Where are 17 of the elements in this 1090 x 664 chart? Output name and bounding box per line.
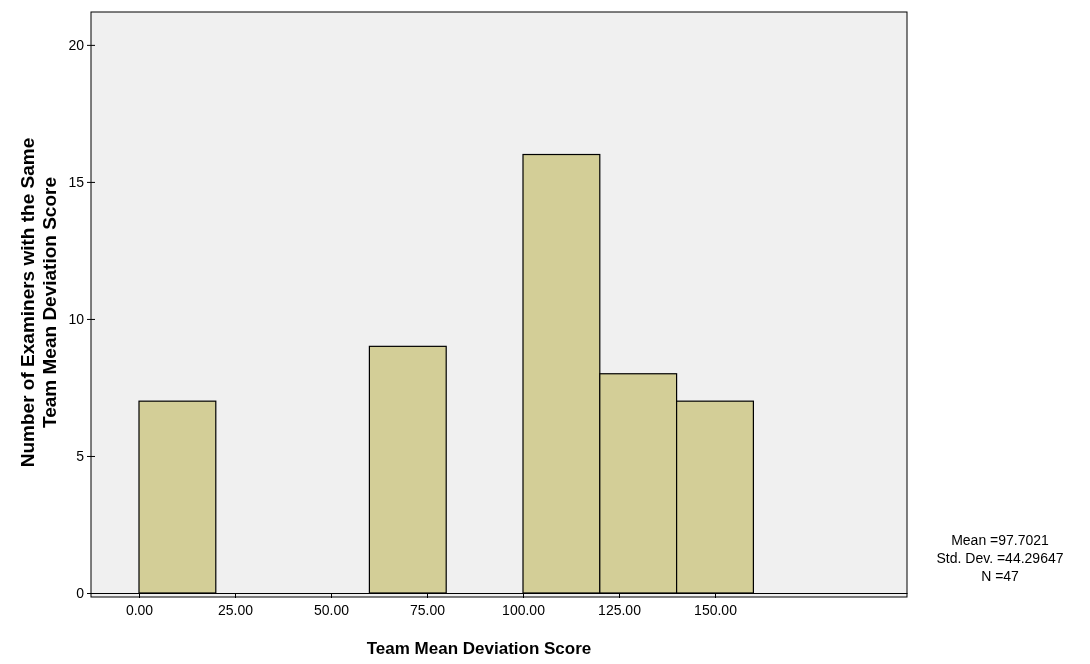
x-tick-label: 50.00 [313, 602, 350, 618]
text: Std. Dev. =44.29647 [936, 550, 1064, 566]
y-tick-label: 0 [76, 584, 85, 601]
x-tick-label: 150.00 [694, 602, 738, 618]
y-tick-label: 10 [68, 310, 85, 327]
x-tick-label: 125.00 [598, 602, 642, 618]
x-tick-label: 100.00 [502, 602, 546, 618]
x-tick-label: 25.00 [217, 602, 254, 618]
y-tick-label: 20 [68, 36, 85, 53]
y-axis-title: Number of Examiners with the Same Team Mean Deviation Score [17, 137, 60, 468]
x-tick-label: 0.00 [125, 602, 154, 618]
y-tick-label: 5 [76, 447, 85, 464]
x-axis-title: Team Mean Deviation Score [366, 639, 592, 658]
y-tick-label: 15 [68, 173, 85, 190]
text: Mean =97.7021 [951, 532, 1050, 548]
x-tick-label: 75.00 [409, 602, 446, 618]
text: N =47 [981, 568, 1020, 584]
